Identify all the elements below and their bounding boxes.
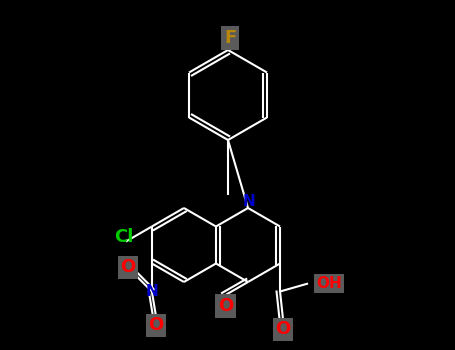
Text: Cl: Cl bbox=[114, 228, 134, 245]
Text: O: O bbox=[148, 316, 163, 335]
Text: O: O bbox=[275, 321, 291, 338]
Text: N: N bbox=[146, 284, 158, 299]
Text: O: O bbox=[218, 297, 233, 315]
Text: O: O bbox=[120, 259, 136, 276]
Text: F: F bbox=[224, 29, 236, 47]
Text: N: N bbox=[243, 194, 255, 209]
Text: OH: OH bbox=[316, 276, 342, 291]
